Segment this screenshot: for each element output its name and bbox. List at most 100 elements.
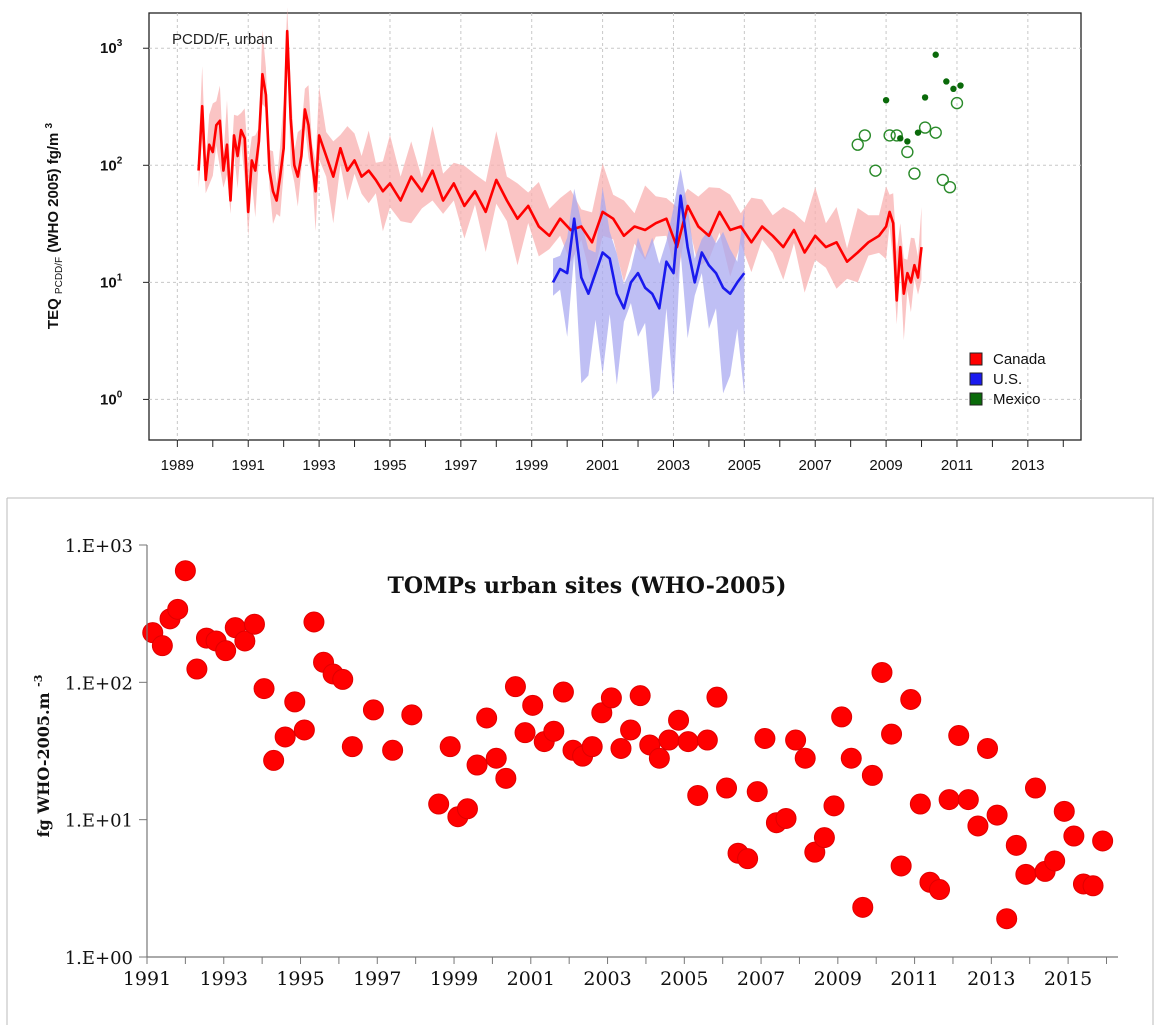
scatter-point — [881, 723, 903, 745]
scatter-point — [716, 777, 738, 799]
scatter-point — [957, 789, 979, 811]
scatter-point — [1015, 863, 1037, 885]
scatter-point — [303, 611, 325, 633]
scatter-point — [775, 807, 797, 829]
scatter-point — [804, 841, 826, 863]
x-tick-label: 1993 — [302, 457, 335, 470]
y-tick-label-base: 10 — [100, 391, 117, 408]
x-tick-label: 2011 — [890, 968, 938, 990]
legend-label: Mexico — [993, 391, 1041, 408]
y-axis-ticks: 1.E+00 1.E+01 1.E+02 1.E+03 — [65, 536, 147, 969]
legend-label: Canada — [993, 351, 1046, 368]
y-tick-label-base: 10 — [100, 40, 117, 57]
x-tick-label: 2009 — [814, 968, 862, 990]
x-tick-label: 2013 — [967, 968, 1015, 990]
us-band — [553, 168, 745, 400]
x-tick-label: 1995 — [373, 457, 406, 470]
mexico-point-open — [869, 164, 882, 177]
scatter-point — [948, 725, 970, 747]
scatter-point — [167, 598, 189, 620]
mexico-point-open — [890, 129, 903, 142]
y-axis-label-subscript: PCDD/F — [54, 257, 65, 294]
mexico-point-open — [918, 121, 932, 134]
scatter-point — [629, 685, 651, 707]
scatter-point — [263, 749, 285, 771]
scatter-point — [1005, 834, 1027, 856]
scatter-point — [871, 661, 893, 683]
scatter-point — [504, 676, 526, 698]
scatter-point — [439, 736, 461, 758]
x-axis-ticks: 1989 1991 1993 1995 1997 1999 2001 2003 2005 2007… — [161, 440, 1064, 470]
scatter-point — [253, 678, 275, 700]
scatter-point — [938, 789, 960, 811]
mexico-point-open — [908, 167, 921, 180]
scatter-point — [293, 719, 315, 741]
x-tick-label: 2007 — [799, 457, 832, 470]
scatter-point — [746, 781, 768, 803]
y-tick-label-base: 10 — [100, 274, 117, 291]
scatter-point — [581, 736, 603, 758]
y-tick-label: 102 — [100, 155, 123, 174]
scatter-point — [215, 640, 237, 662]
x-tick-label: 2005 — [728, 457, 761, 470]
scatter-point — [861, 764, 883, 786]
mexico-point-filled — [904, 138, 911, 145]
y-axis-label-superscript: -3 — [32, 675, 45, 687]
y-axis-label: fg WHO-2005.m -3 — [32, 675, 53, 838]
scatter-point — [382, 739, 404, 761]
y-axis-label-rest: (WHO 2005) fg/m — [45, 133, 62, 253]
x-tick-label: 1999 — [515, 457, 548, 470]
scatter-point — [677, 731, 699, 753]
y-tick-label: 100 — [100, 389, 123, 408]
x-tick-label: 2009 — [869, 457, 902, 470]
scatter-point — [1063, 825, 1085, 847]
scatter-point — [668, 709, 690, 731]
scatter-points — [142, 560, 1114, 930]
mexico-point-open — [901, 145, 914, 159]
scatter-point — [737, 848, 759, 870]
scatter-point — [401, 704, 423, 726]
legend: Canada U.S. Mexico — [969, 351, 1046, 408]
mexico-point-filled — [921, 94, 929, 101]
scatter-point — [243, 613, 265, 635]
mexico-point-open — [936, 173, 949, 187]
x-tick-label: 2003 — [583, 968, 631, 990]
mexico-point-open — [858, 129, 872, 142]
y-axis-label-main: fg WHO-2005.m — [34, 692, 53, 837]
scatter-point — [1092, 830, 1114, 852]
y-tick-label: 1.E+02 — [65, 673, 133, 694]
scatter-point — [174, 560, 196, 582]
grid — [149, 13, 1081, 440]
canada-band — [198, 7, 922, 341]
scatter-point — [996, 908, 1018, 930]
y-axis-label: TEQ PCDD/F (WHO 2005) fg/m 3 — [44, 122, 65, 329]
y-tick-label: 1.E+03 — [65, 536, 133, 557]
scatter-point — [600, 687, 622, 709]
x-tick-label: 1999 — [430, 968, 478, 990]
x-tick-label: 1991 — [123, 968, 171, 990]
y-tick-label-base: 10 — [100, 157, 117, 174]
series-lines — [197, 29, 923, 310]
x-tick-label: 1995 — [276, 968, 324, 990]
chart-title: TOMPs urban sites (WHO-2005) — [388, 573, 787, 599]
x-tick-label: 1997 — [353, 968, 401, 990]
y-tick-label: 101 — [100, 272, 123, 291]
mexico-point-open — [929, 126, 942, 139]
mexico-point-filled — [943, 78, 950, 85]
chart-tomps-urban: 1.E+001.E+011.E+021.E+03 1991 1993 1995 199… — [6, 497, 1154, 1025]
scatter-point — [476, 707, 498, 729]
scatter-point — [456, 798, 478, 820]
scatter-point — [840, 747, 862, 769]
scatter-point — [852, 896, 874, 918]
scatter-point — [610, 737, 632, 759]
scatter-point — [909, 793, 931, 815]
confidence-bands — [198, 7, 922, 400]
mexico-point-open — [883, 129, 896, 142]
scatter-point — [658, 729, 680, 751]
scatter-point — [794, 747, 816, 769]
y-tick-label: 1.E+01 — [65, 811, 133, 832]
mexico-point-filled — [914, 129, 922, 136]
x-tick-label: 2001 — [507, 968, 555, 990]
scatter-point — [1044, 850, 1066, 872]
